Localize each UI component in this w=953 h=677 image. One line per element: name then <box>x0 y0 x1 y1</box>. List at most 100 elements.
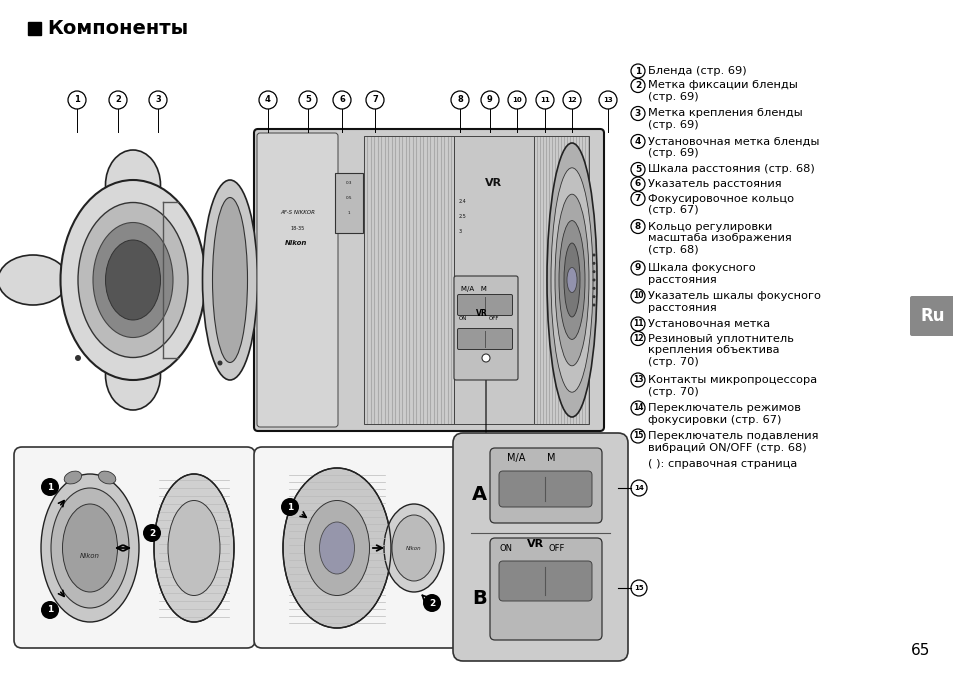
Text: 11: 11 <box>632 320 642 328</box>
Text: 1: 1 <box>287 502 293 512</box>
Text: Метка фиксации бленды
(стр. 69): Метка фиксации бленды (стр. 69) <box>647 81 797 102</box>
Text: Указатель расстояния: Указатель расстояния <box>647 179 781 189</box>
Text: VR: VR <box>476 309 487 318</box>
Text: 7: 7 <box>634 194 640 203</box>
Text: 18-35: 18-35 <box>291 225 305 230</box>
Text: 2.5: 2.5 <box>458 214 466 219</box>
Text: 1: 1 <box>634 66 640 76</box>
Text: 12: 12 <box>632 334 642 343</box>
Text: Nikon: Nikon <box>80 553 100 559</box>
Ellipse shape <box>41 474 139 622</box>
Text: Фокусировочное кольцо
(стр. 67): Фокусировочное кольцо (стр. 67) <box>647 194 793 215</box>
FancyBboxPatch shape <box>498 471 592 507</box>
FancyBboxPatch shape <box>253 129 603 431</box>
Text: 4: 4 <box>634 137 640 146</box>
Ellipse shape <box>283 468 391 628</box>
Ellipse shape <box>213 198 247 362</box>
Text: Nikon: Nikon <box>285 240 307 246</box>
FancyBboxPatch shape <box>498 561 592 601</box>
Text: Бленда (стр. 69): Бленда (стр. 69) <box>647 66 746 76</box>
Text: Контакты микропроцессора
(стр. 70): Контакты микропроцессора (стр. 70) <box>647 375 817 397</box>
Text: 3: 3 <box>155 95 161 104</box>
Text: 7: 7 <box>372 95 377 104</box>
Ellipse shape <box>555 194 588 366</box>
Circle shape <box>422 594 440 612</box>
Ellipse shape <box>563 243 579 317</box>
FancyBboxPatch shape <box>256 133 337 427</box>
Circle shape <box>41 478 59 496</box>
Text: 8: 8 <box>456 95 462 104</box>
Text: 4: 4 <box>265 95 271 104</box>
Text: 0.5: 0.5 <box>345 196 352 200</box>
Circle shape <box>592 270 595 273</box>
Text: 14: 14 <box>634 485 643 491</box>
Ellipse shape <box>558 221 584 339</box>
Text: 65: 65 <box>910 643 929 658</box>
Ellipse shape <box>92 223 172 338</box>
Text: ON: ON <box>499 544 513 553</box>
Text: 1: 1 <box>47 483 53 492</box>
Text: Метка крепления бленды
(стр. 69): Метка крепления бленды (стр. 69) <box>647 108 801 130</box>
Text: Шкала расстояния (стр. 68): Шкала расстояния (стр. 68) <box>647 165 814 175</box>
Ellipse shape <box>153 474 233 622</box>
Circle shape <box>592 287 595 290</box>
Text: 9: 9 <box>487 95 493 104</box>
Text: 2.4: 2.4 <box>458 199 466 204</box>
Ellipse shape <box>384 504 443 592</box>
Text: Nikon: Nikon <box>406 546 421 550</box>
Circle shape <box>75 355 81 361</box>
Text: 1: 1 <box>74 95 80 104</box>
Circle shape <box>592 295 595 298</box>
Text: 6: 6 <box>634 179 640 188</box>
Text: OFF: OFF <box>548 544 565 553</box>
Text: VR: VR <box>526 539 543 549</box>
Text: 9: 9 <box>634 263 640 273</box>
Circle shape <box>143 524 161 542</box>
Bar <box>364 136 454 424</box>
Ellipse shape <box>98 471 115 484</box>
Ellipse shape <box>106 340 160 410</box>
Text: OFF: OFF <box>489 316 499 321</box>
Text: 14: 14 <box>632 403 642 412</box>
FancyBboxPatch shape <box>454 276 517 380</box>
Text: Установочная метка бленды
(стр. 69): Установочная метка бленды (стр. 69) <box>647 137 819 158</box>
Text: 1: 1 <box>348 211 350 215</box>
Ellipse shape <box>51 488 129 608</box>
Bar <box>534 136 588 424</box>
Text: 2: 2 <box>149 529 155 538</box>
Text: M/A: M/A <box>506 453 525 463</box>
Ellipse shape <box>78 202 188 357</box>
Text: B: B <box>472 588 486 607</box>
Circle shape <box>592 253 595 257</box>
Bar <box>28 22 41 35</box>
Text: Ru: Ru <box>920 307 944 325</box>
Text: 1: 1 <box>47 605 53 615</box>
Ellipse shape <box>168 500 220 596</box>
Text: 15: 15 <box>632 431 642 441</box>
Ellipse shape <box>106 150 160 220</box>
FancyBboxPatch shape <box>453 433 627 661</box>
Text: 10: 10 <box>632 292 642 301</box>
Ellipse shape <box>202 180 257 380</box>
Text: Установочная метка: Установочная метка <box>647 319 769 329</box>
Ellipse shape <box>392 515 436 581</box>
Bar <box>335 173 363 233</box>
Text: 8: 8 <box>634 222 640 231</box>
Text: Указатель шкалы фокусного
расстояния: Указатель шкалы фокусного расстояния <box>647 291 821 313</box>
Text: 6: 6 <box>338 95 345 104</box>
Text: M/A   M: M/A M <box>460 286 486 292</box>
Text: VR: VR <box>485 178 502 188</box>
Circle shape <box>592 278 595 282</box>
Text: 5: 5 <box>634 165 640 174</box>
Circle shape <box>281 498 298 516</box>
FancyBboxPatch shape <box>909 296 953 336</box>
Circle shape <box>592 262 595 265</box>
Circle shape <box>41 601 59 619</box>
Text: 15: 15 <box>634 585 643 591</box>
Text: 11: 11 <box>539 97 549 103</box>
Text: Переключатель подавления
вибраций ON/OFF (стр. 68): Переключатель подавления вибраций ON/OFF… <box>647 431 818 453</box>
FancyBboxPatch shape <box>490 538 601 640</box>
Text: 12: 12 <box>567 97 577 103</box>
Text: 2: 2 <box>634 81 640 90</box>
Text: Кольцо регулировки
масштаба изображения
(стр. 68): Кольцо регулировки масштаба изображения … <box>647 221 791 255</box>
